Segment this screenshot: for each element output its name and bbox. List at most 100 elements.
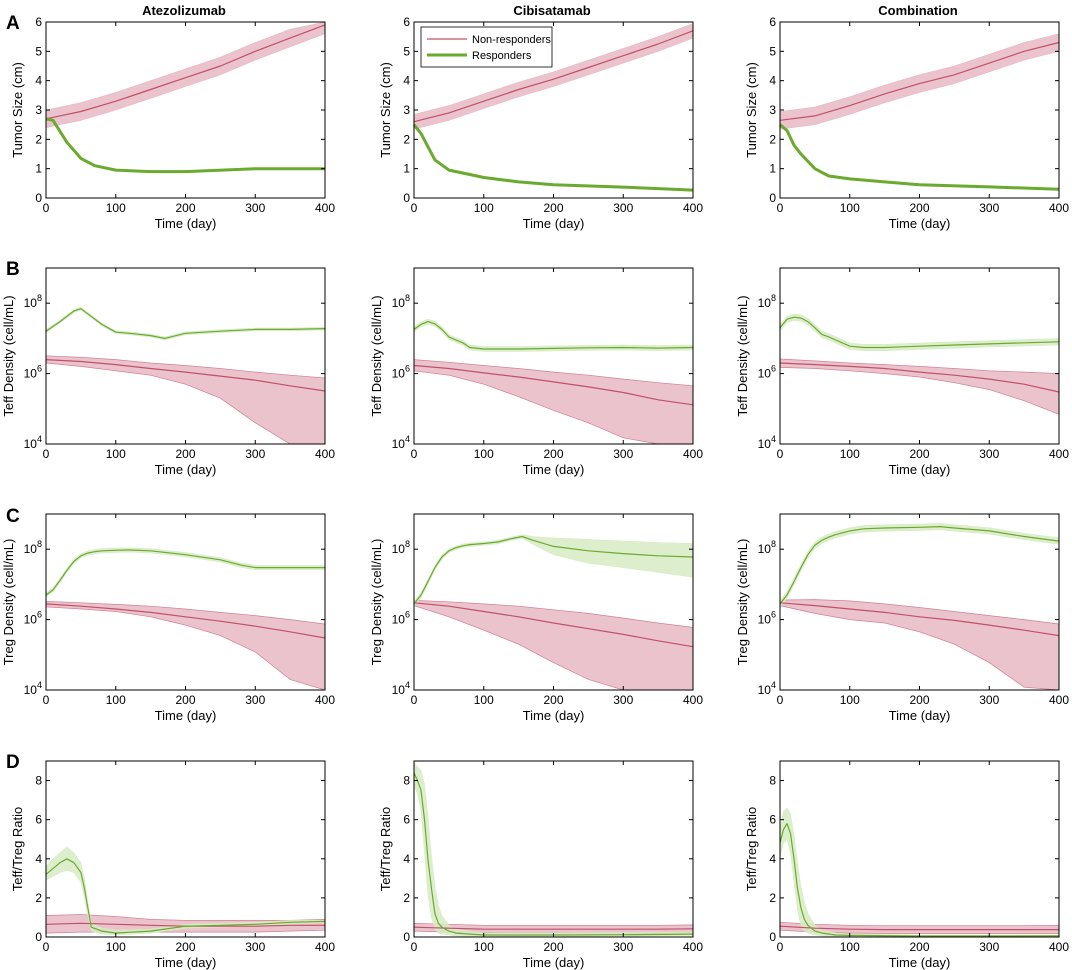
y-axis-label: Tumor Size (cm) [10,62,25,158]
panel-D-atezolizumab: 0 100 200 300 400 0 2 4 6 8 Time (day) Teff/Treg Ra… [10,760,335,970]
y-tick-label: 4 [403,74,410,88]
x-tick-label: 0 [43,940,50,954]
x-tick-label: 200 [909,447,929,461]
band-non-responders [779,358,1060,415]
y-tick-label: 2 [35,891,42,905]
band-lower-non-responders [45,929,326,934]
y-axis-label: Treg Density (cell/mL) [369,539,384,666]
y-tick-label: 108 [24,539,42,556]
x-tick-label: 0 [777,940,784,954]
y-tick-label: 104 [392,680,410,697]
x-tick-label: 0 [411,940,418,954]
plot-frame [779,760,1060,938]
y-axis-label: Treg Density (cell/mL) [735,539,750,666]
x-tick-label: 100 [474,940,494,954]
x-tick-label: 200 [543,940,563,954]
band-responders [779,123,1060,191]
x-tick-label: 200 [909,201,929,215]
x-tick-label: 200 [175,940,195,954]
x-axis-label: Time (day) [155,708,217,723]
x-axis-label: Time (day) [155,462,217,477]
x-tick-label: 100 [840,940,860,954]
band-lower-non-responders [45,606,326,691]
x-tick-label: 0 [43,201,50,215]
x-tick-label: 300 [979,201,999,215]
y-axis-label: Tumor Size (cm) [378,62,393,158]
x-axis-label: Time (day) [155,955,217,970]
column-title-combination: Combination [878,3,957,18]
band-non-responders [779,33,1060,130]
x-tick-label: 300 [245,693,265,707]
y-tick-label: 3 [769,103,776,117]
x-tick-label: 200 [909,940,929,954]
y-tick-label: 6 [769,813,776,827]
band-responders [779,807,1060,938]
y-tick-label: 106 [24,610,42,627]
series-line-responders [779,526,1060,605]
series-line-non-responders [45,24,326,120]
y-tick-label: 1 [35,162,42,176]
band-responders [45,306,326,341]
y-tick-label: 3 [35,103,42,117]
panel-A-atezolizumab: 0 100 200 300 400 0 1 2 3 4 5 6 Time (day) Tumor Size… [10,15,335,231]
series-line-responders [45,549,325,596]
y-axis-label: Teff Density (cell/mL) [735,295,750,416]
series-line-responders [413,772,694,936]
panel-B-cibisatamab: 0 100 200 300 400 104 106 108 Time (day) Teff Den… [369,267,703,477]
row-letter-c: C [6,506,20,527]
x-tick-label: 300 [979,693,999,707]
y-tick-label: 1 [403,162,410,176]
band-upper-non-responders [45,914,326,921]
x-axis-label: Time (day) [889,708,951,723]
x-tick-label: 0 [411,693,418,707]
y-tick-label: 0 [769,930,776,944]
band-upper-non-responders [413,600,694,628]
y-tick-label: 6 [403,15,410,29]
x-tick-label: 200 [175,201,195,215]
y-tick-label: 108 [392,539,410,556]
series-line-non-responders [413,926,694,930]
plot-frame [779,267,1060,445]
band-upper-non-responders [413,922,694,926]
y-tick-label: 2 [403,891,410,905]
x-tick-label: 100 [840,693,860,707]
x-tick-label: 200 [175,693,195,707]
band-non-responders [45,355,326,445]
column-title-atezolizumab: Atezolizumab [142,3,226,18]
y-tick-label: 106 [758,610,776,627]
band-non-responders [45,600,326,691]
x-tick-label: 0 [43,693,50,707]
y-tick-label: 2 [769,891,776,905]
y-tick-label: 104 [758,680,776,697]
series-line-non-responders [45,359,326,392]
y-tick-label: 4 [35,852,42,866]
series-line-responders [779,316,1060,349]
legend-label-non-responders: Non-responders [472,34,551,46]
y-tick-label: 104 [24,434,42,451]
y-tick-label: 108 [758,539,776,556]
x-tick-label: 400 [315,693,335,707]
band-upper-non-responders [779,921,1060,927]
x-tick-label: 400 [1049,940,1069,954]
y-tick-label: 6 [403,813,410,827]
series-line-responders [45,117,325,174]
series-line-non-responders [779,362,1060,393]
x-tick-label: 100 [106,447,126,461]
panel-B-atezolizumab: 0 100 200 300 400 104 106 108 Time (day) Teff Den… [1,267,335,477]
y-axis-label: Teff Density (cell/mL) [369,295,384,416]
y-tick-label: 0 [35,191,42,205]
x-axis-label: Time (day) [523,462,585,477]
x-axis-label: Time (day) [523,955,585,970]
series-line-non-responders [413,364,694,406]
x-axis-label: Time (day) [523,708,585,723]
legend-box [420,26,553,68]
series-line-responders [45,308,326,339]
x-tick-label: 200 [175,447,195,461]
series-line-non-responders [779,602,1060,637]
x-tick-label: 0 [43,447,50,461]
x-tick-label: 300 [245,447,265,461]
row-letter-b: B [6,259,20,280]
x-tick-label: 300 [979,447,999,461]
series-line-responders [779,823,1060,937]
